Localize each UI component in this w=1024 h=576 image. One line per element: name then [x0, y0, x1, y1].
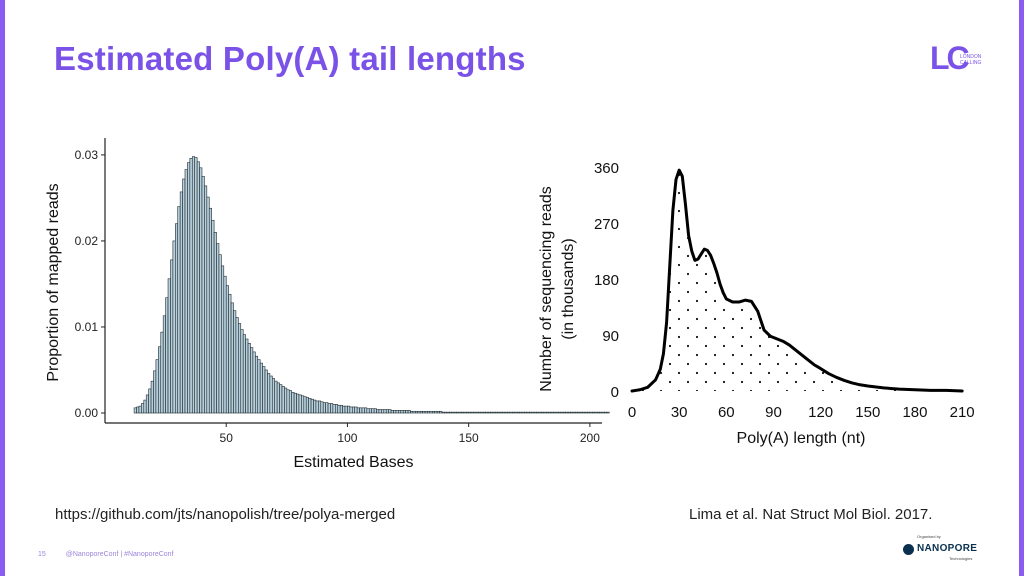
footer: 15 @NanoporeConf | #NanoporeConf [38, 551, 192, 558]
page-number: 15 [38, 551, 46, 558]
histogram-y-tick-label: 0.03 [75, 148, 99, 162]
area-axes: 0 90 180 270 360 0 30 60 90 120 150 180 210 Poly(A) l… [538, 160, 975, 447]
histogram-x-tick-label: 100 [337, 431, 357, 445]
area-y-axis-label: Number of sequencing reads [538, 186, 555, 391]
area-y-axis-label-line2: (in thousands) [560, 238, 577, 339]
histogram-y-tick-label: 0.00 [75, 406, 99, 420]
histogram-axes: 0.00 0.01 0.02 0.03 50 100 150 200 Estimated Bas… [45, 138, 602, 471]
logo-text: LONDON CALLING [960, 54, 982, 66]
footer-tags: @NanoporeConf | #NanoporeConf [65, 551, 174, 558]
histogram-y-axis-label: Proportion of mapped reads [45, 183, 62, 381]
histogram-x-tick-label: 50 [220, 431, 234, 445]
reference-left[interactable]: https://github.com/jts/nanopolish/tree/p… [55, 506, 396, 523]
area-x-tick-label: 180 [902, 404, 927, 421]
nanopore-logo-icon [903, 544, 914, 555]
organiser-sub: Technologies [949, 556, 973, 561]
histogram-x-axis-label: Estimated Bases [293, 454, 413, 471]
organiser-name: NANOPORE [917, 543, 978, 554]
histogram-bar [606, 411, 610, 414]
histogram-y-tick-label: 0.01 [75, 320, 99, 334]
left-accent-bar [0, 0, 5, 576]
histogram-bars [133, 156, 610, 414]
area-x-tick-label: 150 [855, 404, 880, 421]
area-x-tick-label: 90 [765, 404, 782, 421]
area-x-tick-label: 120 [808, 404, 833, 421]
area-x-tick-label: 60 [718, 404, 735, 421]
organised-by-label: Organised by [917, 534, 941, 539]
conference-logo: LC LONDON CALLING [930, 40, 990, 80]
slide-title: Estimated Poly(A) tail lengths [54, 40, 526, 77]
histogram-y-tick-label: 0.02 [75, 234, 99, 248]
area-series-line [630, 168, 964, 393]
area-x-tick-label: 30 [671, 404, 688, 421]
area-fill [632, 170, 963, 391]
reference-right: Lima et al. Nat Struct Mol Biol. 2017. [689, 506, 933, 523]
area-y-tick-label: 90 [602, 328, 619, 345]
area-x-tick-label: 210 [950, 404, 975, 421]
logo-mark: LC [930, 40, 970, 76]
area-fill-group [630, 168, 964, 393]
area-y-tick-label: 0 [611, 384, 619, 401]
area-y-tick-label: 270 [594, 216, 619, 233]
area-y-tick-label: 360 [594, 160, 619, 177]
area-x-axis-label: Poly(A) length (nt) [737, 430, 866, 447]
area-y-tick-label: 180 [594, 272, 619, 289]
area-x-tick-label: 0 [628, 404, 636, 421]
histogram-x-tick-label: 200 [580, 431, 600, 445]
organiser-logo: Organised by NANOPORE Technologies [901, 534, 991, 568]
histogram-x-tick-label: 150 [459, 431, 479, 445]
right-accent-bar [1019, 0, 1024, 576]
